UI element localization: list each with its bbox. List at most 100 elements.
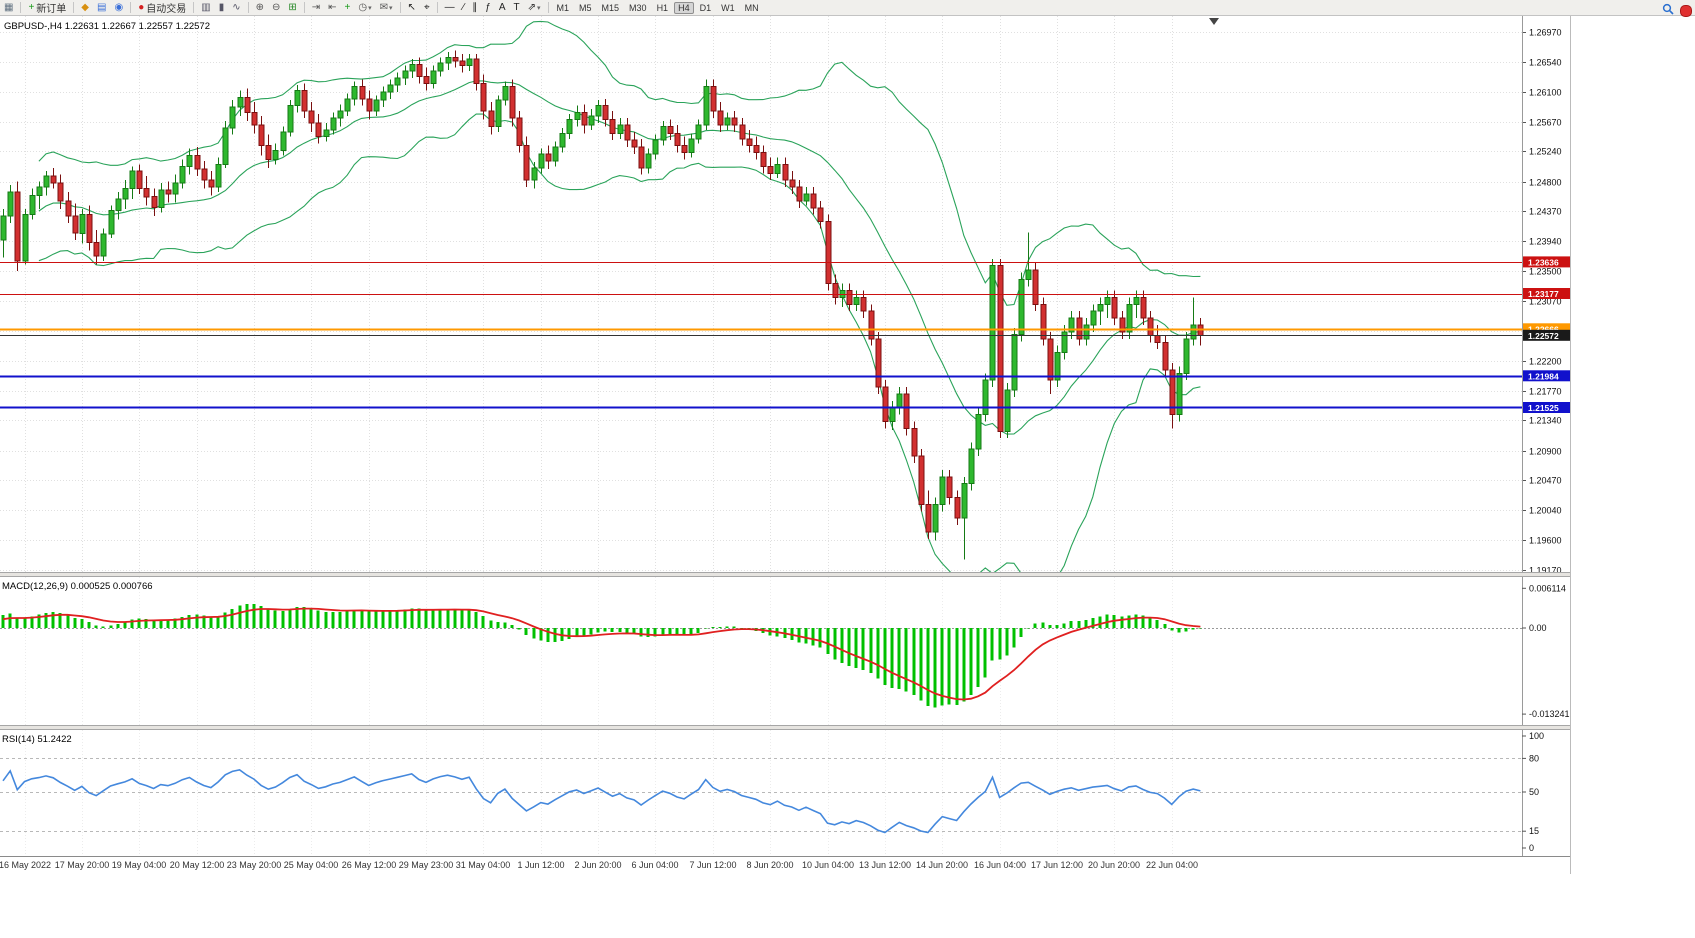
trendline-tool[interactable]: ∕	[460, 1, 468, 15]
templates-icon: ✉	[379, 1, 389, 13]
price-axis-label: 1.21770	[1529, 387, 1562, 397]
time-axis-label: 17 May 20:00	[54, 860, 110, 870]
text-tool[interactable]: A	[496, 1, 509, 15]
new-order-label: 新订单	[36, 4, 67, 15]
periods[interactable]: ◷ ▾	[355, 1, 374, 15]
notification-icon[interactable]	[1680, 5, 1692, 17]
zoom-out[interactable]: ⊖	[269, 1, 283, 15]
new-chart[interactable]: ▦	[1, 1, 16, 15]
search-icon[interactable]	[1662, 2, 1674, 20]
auto-scroll[interactable]: ⇥	[309, 1, 323, 15]
new-order[interactable]: + 新订单	[25, 1, 69, 16]
tile-windows[interactable]: ⊞	[285, 1, 299, 15]
label-tool[interactable]: T	[510, 1, 522, 15]
macd-panel[interactable]: 0.006114 0.00 -0.013241	[0, 577, 1570, 725]
price-tag-1.23177[interactable]	[1523, 288, 1570, 299]
tf-m1[interactable]: M1	[556, 2, 570, 13]
cursor[interactable]: ↖	[405, 1, 419, 15]
crosshair[interactable]: ⌖	[421, 1, 433, 15]
periods-icon: ◷	[358, 1, 368, 13]
autotrading[interactable]: ● 自动交易	[135, 1, 189, 16]
price-axis-label: 1.19170	[1529, 566, 1562, 573]
time-axis-label: 22 Jun 04:00	[1145, 860, 1199, 870]
chart-shift-icon: ⇤	[328, 1, 337, 13]
time-axis-label: 6 Jun 04:00	[631, 860, 679, 870]
macd-axis-label: 0.006114	[1529, 583, 1566, 593]
price-axis-label: 1.19600	[1529, 536, 1562, 546]
horizontal-line-tool[interactable]: —	[442, 1, 458, 15]
price-axis-label: 1.26100	[1529, 88, 1562, 98]
price-axis-label: 1.23070	[1529, 297, 1562, 307]
arrows-tool-caret: ▾	[536, 4, 541, 12]
toolbar-separator	[130, 2, 132, 13]
zoom-in[interactable]: ⊕	[253, 1, 267, 15]
price-axis-label: 1.20900	[1529, 447, 1562, 457]
channel-tool[interactable]: ∥	[469, 1, 480, 15]
rsi-label: RSI(14) 51.2422	[2, 734, 72, 745]
tf-mn[interactable]: MN	[744, 2, 759, 13]
panel-separator-1[interactable]	[0, 572, 1570, 577]
toolbar-separator	[399, 2, 401, 13]
price-tag-1.21984[interactable]	[1523, 370, 1570, 382]
line-chart-mode-icon: ∿	[232, 1, 241, 13]
time-axis-label: 8 Jun 20:00	[746, 860, 794, 870]
chart-shift-marker[interactable]	[1209, 18, 1219, 25]
tf-d1[interactable]: D1	[699, 2, 712, 13]
time-axis-label: 1 Jun 12:00	[517, 860, 565, 870]
price-tag-1.22572[interactable]	[1523, 329, 1570, 341]
time-axis-label: 13 Jun 12:00	[858, 860, 912, 870]
candles	[0, 50, 1204, 560]
tf-w1[interactable]: W1	[721, 2, 735, 13]
time-axis[interactable]: 16 May 2022 17 May 20:00 19 May 04:00 20 Ma…	[0, 856, 1570, 875]
horizontal-line-tool-icon: —	[444, 1, 455, 13]
rsi-axis-label: 100	[1529, 731, 1544, 741]
arrows-tool[interactable]: ⇗ ▾	[525, 1, 544, 15]
metaeditor[interactable]: ◆	[78, 1, 92, 15]
zoom-out-icon: ⊖	[271, 1, 281, 13]
channel-tool-icon: ∥	[472, 1, 478, 13]
tf-m15[interactable]: M15	[601, 2, 620, 13]
navigator-icon: ◉	[114, 1, 124, 13]
time-axis-label: 10 Jun 04:00	[801, 860, 855, 870]
new-chart-icon: ▦	[4, 1, 14, 13]
rsi-axis-label: 80	[1529, 753, 1539, 763]
metaeditor-icon: ◆	[81, 1, 89, 13]
indicators-add-icon: +	[344, 1, 351, 13]
price-tag-1.21525[interactable]	[1523, 402, 1570, 413]
bar-chart-mode-icon: ▥	[201, 1, 211, 13]
templates[interactable]: ✉ ▾	[377, 1, 396, 15]
time-axis-label: 7 Jun 12:00	[689, 860, 737, 870]
price-axis-label: 1.26970	[1529, 28, 1562, 38]
navigator[interactable]: ◉	[111, 1, 126, 15]
time-axis-label: 25 May 04:00	[283, 860, 339, 870]
panel-separator-2[interactable]	[0, 725, 1570, 730]
time-axis-label: 26 May 12:00	[341, 860, 397, 870]
bar-chart-mode[interactable]: ▥	[198, 1, 213, 15]
tf-h1[interactable]: H1	[656, 2, 669, 13]
chart-shift[interactable]: ⇤	[325, 1, 339, 15]
price-axis-label: 1.20470	[1529, 476, 1562, 486]
price-tag-1.22666[interactable]	[1523, 323, 1570, 335]
candlestick-mode[interactable]: ▮	[216, 1, 228, 15]
price-axis-label: 1.22200	[1529, 357, 1562, 367]
time-axis-label: 16 May 2022	[0, 860, 52, 870]
macd-axis-label: 0.00	[1529, 623, 1547, 633]
label-tool-icon: T	[513, 1, 520, 13]
tf-h4[interactable]: H4	[674, 1, 694, 14]
price-tag-text: 1.23636	[1528, 257, 1559, 267]
price-tag-1.23636[interactable]	[1523, 256, 1570, 268]
tf-m30[interactable]: M30	[629, 2, 647, 13]
text-tool-icon: A	[498, 1, 506, 13]
price-tag-text: 1.21984	[1528, 371, 1559, 381]
line-chart-mode[interactable]: ∿	[229, 1, 243, 15]
toolbar-separator	[193, 2, 195, 13]
time-axis-label: 14 Jun 20:00	[915, 860, 969, 870]
main-chart[interactable]: 1.26970 1.26540 1.26100 1.25670 1.25240 1.248…	[0, 16, 1570, 572]
fibonacci-tool[interactable]: ƒ	[482, 1, 494, 15]
tf-m5[interactable]: M5	[579, 2, 592, 13]
rsi-panel[interactable]: 100 80 50 15 0	[0, 730, 1570, 856]
indicators-add[interactable]: +	[342, 1, 354, 15]
time-axis-label: 23 May 20:00	[226, 860, 282, 870]
toolbar: ▦ + 新订单 ◆ ▤ ◉ ● 自动交易 ▥ ▮ ∿ ⊕ ⊖ ⊞ ⇥ ⇤ + ◷ ▾ ✉ ▾ ↖ ⌖ — ∕ ∥ ƒ A T ⇗ ▾ M1 M5…	[0, 0, 1695, 16]
market-watch[interactable]: ▤	[94, 1, 109, 15]
